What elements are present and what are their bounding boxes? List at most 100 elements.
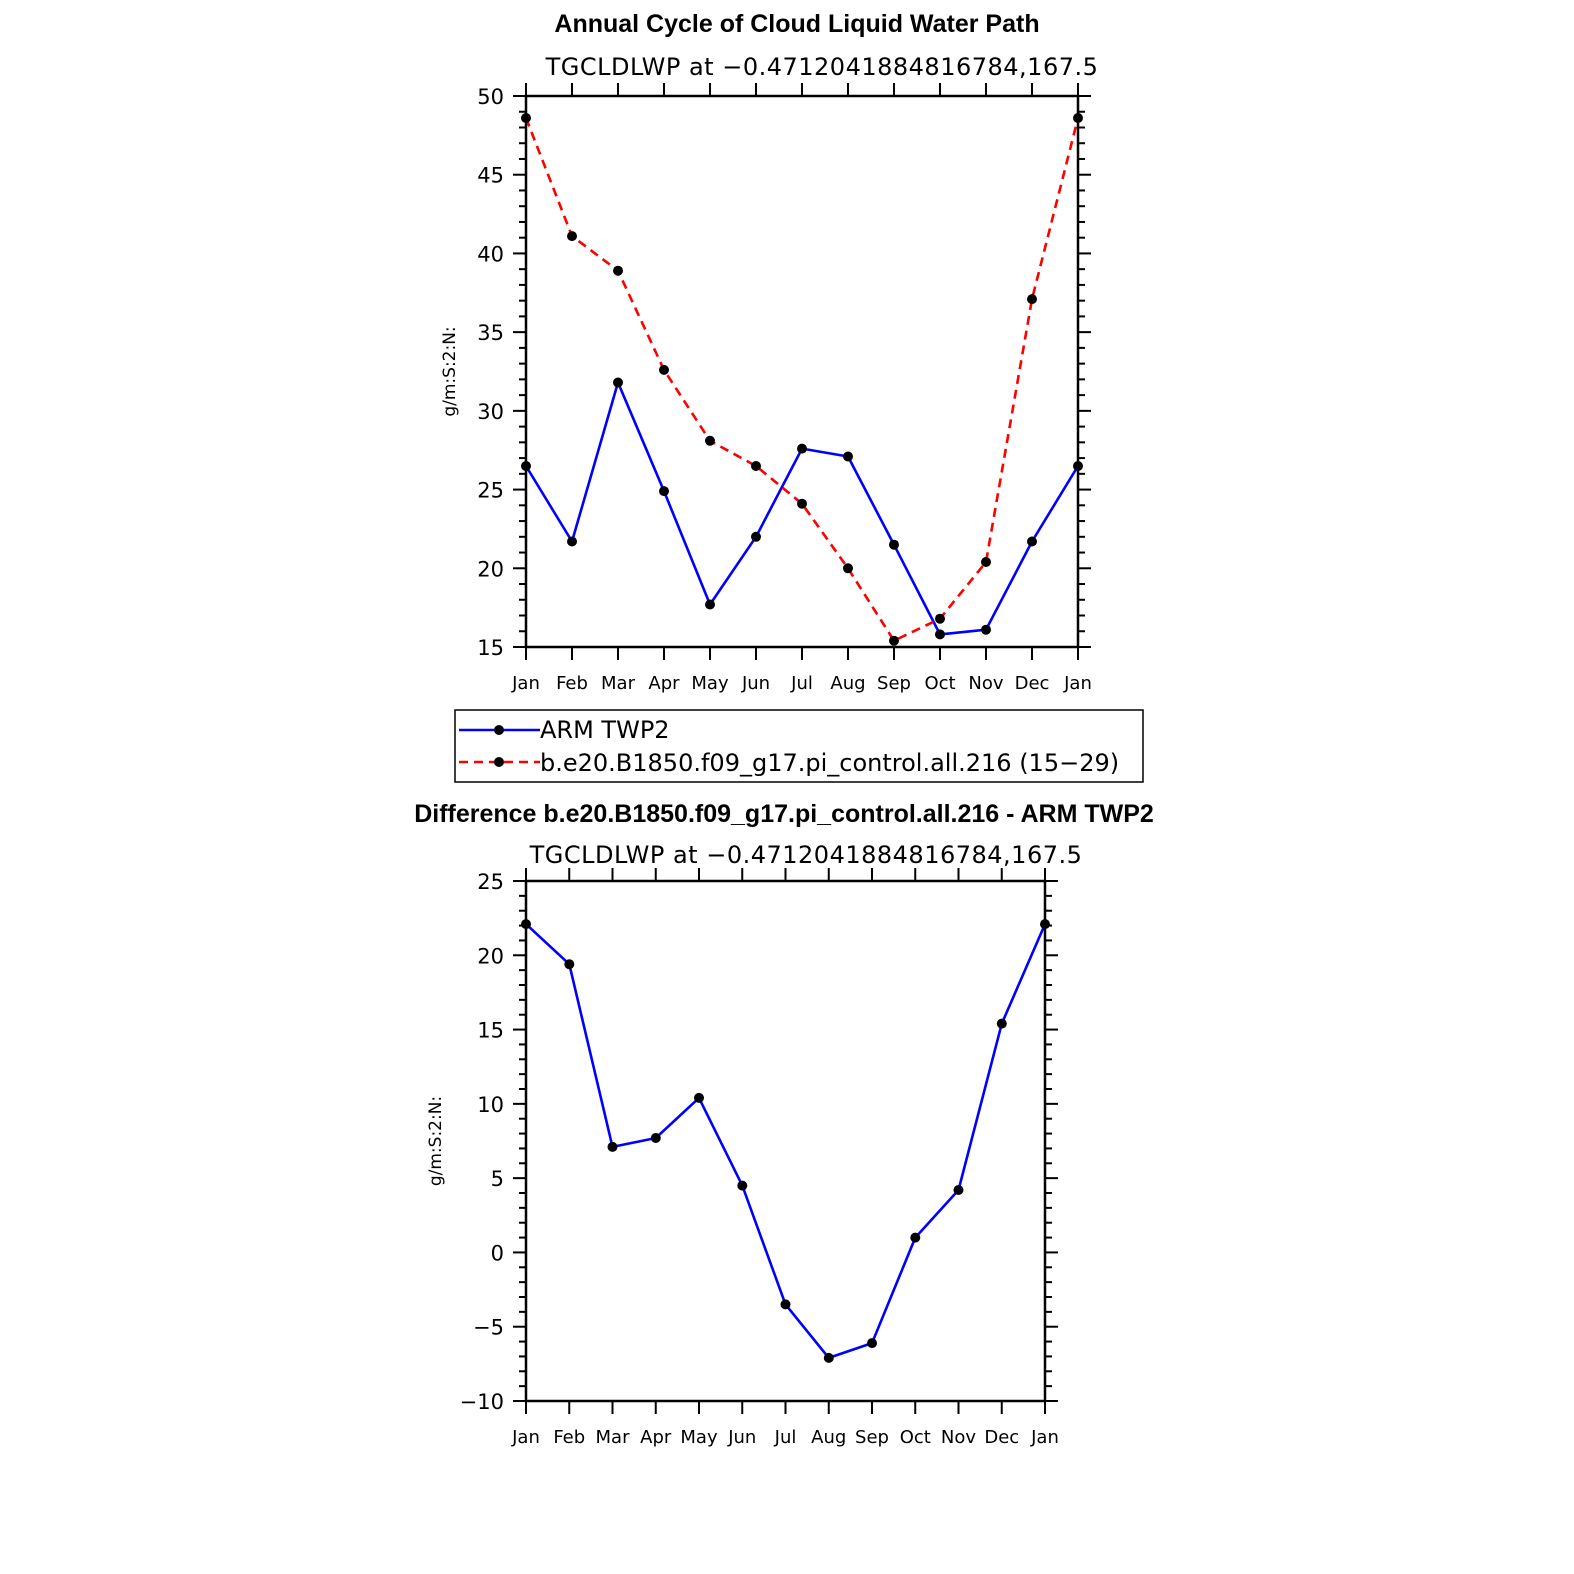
chart1-xtick-label: Dec <box>1015 673 1050 694</box>
chart1-xtick-label: Jan <box>1063 673 1092 694</box>
chart2-ytick-label: 0 <box>491 1241 504 1265</box>
chart1-xtick-label: Jan <box>511 673 540 694</box>
chart2-xtick-label: Jul <box>774 1427 797 1448</box>
chart1-ytick-label: 50 <box>477 85 504 109</box>
chart2-xtick-label: Sep <box>855 1427 889 1448</box>
legend-label-arm: ARM TWP2 <box>540 716 670 744</box>
chart2-series-0-point <box>607 1141 618 1152</box>
chart1-series-0-point <box>567 536 577 547</box>
legend-label-model: b.e20.B1850.f09_g17.pi_control.all.216 (… <box>540 749 1119 777</box>
chart2-series-0-point <box>694 1092 704 1103</box>
chart1-series-1-point <box>567 231 577 242</box>
chart2-series-0-point <box>564 959 575 970</box>
chart2-series-0-point <box>737 1180 748 1191</box>
chart1-series-1-point <box>843 563 853 574</box>
legend-marker-arm <box>494 725 504 735</box>
chart2-ytick-label: 10 <box>477 1093 504 1117</box>
chart2-series-0-line <box>525 923 1047 1360</box>
chart1-ytick-label: 40 <box>477 242 504 266</box>
chart1-ytick-label: 35 <box>477 321 504 345</box>
chart1-series-0-point <box>1027 536 1037 547</box>
chart1-series-1-point <box>613 265 623 276</box>
chart2-series-0-point <box>953 1185 964 1195</box>
legend-marker-model <box>494 757 504 767</box>
chart1-title: Annual Cycle of Cloud Liquid Water Path <box>554 10 1039 38</box>
chart2-series-0-point <box>910 1232 921 1243</box>
chart2-xtick-label: Mar <box>596 1427 631 1448</box>
chart2-series-0-point <box>780 1299 791 1310</box>
chart2-series-0-point <box>1040 919 1050 930</box>
chart2-series-0-point <box>521 919 531 930</box>
chart2-subtitle: TGCLDLWP at −0.4712041884816784,167.5 <box>529 841 1083 869</box>
chart2-xtick-label: Nov <box>941 1427 976 1448</box>
chart2-title: Difference b.e20.B1850.f09_g17.pi_contro… <box>414 800 1154 828</box>
chart1-series-1-point <box>705 435 715 446</box>
chart2-xtick-label: Oct <box>900 1427 931 1448</box>
chart1-xtick-label: Jul <box>790 673 813 694</box>
chart1-xtick-label: Feb <box>556 673 588 694</box>
chart2-xtick-label: May <box>680 1427 718 1448</box>
legend: ARM TWP2 b.e20.B1850.f09_g17.pi_control.… <box>454 709 1144 783</box>
chart2-series-0-point <box>650 1133 661 1143</box>
chart2-ytick-label: −10 <box>460 1390 504 1414</box>
chart1-series-0-point <box>843 451 853 462</box>
chart1-xtick-label: Sep <box>877 673 911 694</box>
chart1-ytick-label: 25 <box>477 479 504 503</box>
chart1-series-0-point <box>705 599 715 610</box>
chart1-series-1-point <box>1073 113 1083 123</box>
chart1-ytick-label: 20 <box>477 557 504 581</box>
chart1-ytick-label: 45 <box>477 164 504 188</box>
chart2-xtick-label: Aug <box>811 1427 846 1448</box>
chart2-xtick-label: Feb <box>553 1427 585 1448</box>
chart1-series-1-point <box>659 364 669 375</box>
chart1-series-0-point <box>613 377 623 388</box>
chart1-frame <box>524 94 1080 649</box>
chart1-plot: 15 20 25 30 35 40 45 50 Jan Feb Mar Apr May Jun Jul Aug… <box>440 83 1092 694</box>
chart1-xtick-label: Apr <box>648 673 680 694</box>
legend-box <box>454 709 1144 783</box>
chart2-frame <box>524 879 1047 1403</box>
chart1-series-0-point <box>889 539 899 550</box>
chart2-plot: −10 −5 0 5 10 15 20 25 Jan Feb Mar Apr May Jun Jul Aug S… <box>426 868 1059 1448</box>
chart1-series-0-point <box>981 624 991 635</box>
chart1-ytick-label: 30 <box>477 400 504 424</box>
chart2-xtick-label: Jan <box>511 1427 540 1448</box>
chart2-ytick-label: 15 <box>477 1019 504 1043</box>
chart1-series-1-point <box>521 113 531 123</box>
chart2-series-0-point <box>996 1018 1007 1029</box>
chart2-series-0-point <box>823 1352 834 1363</box>
chart1-series-1-point <box>889 635 899 646</box>
chart1-series-0-point <box>935 629 945 640</box>
chart1-series-1-point <box>981 557 991 567</box>
chart1-series-0-point <box>797 443 807 454</box>
chart1-subtitle: TGCLDLWP at −0.4712041884816784,167.5 <box>545 53 1099 81</box>
chart1-xtick-label: Nov <box>968 673 1003 694</box>
chart1-xtick-label: Oct <box>924 673 955 694</box>
chart2-ylabel: g/m:S:2:N: <box>426 1096 446 1186</box>
chart2-ytick-label: 20 <box>477 944 504 968</box>
chart1-series-1-point <box>935 613 945 624</box>
chart1-ytick-label: 15 <box>477 636 504 660</box>
chart1-xtick-label: Aug <box>830 673 865 694</box>
chart1-series-1-line <box>524 117 1080 643</box>
chart2-ytick-label: −5 <box>473 1316 504 1340</box>
chart1-series-0-point <box>521 461 531 471</box>
chart2-xtick-label: Jun <box>727 1427 756 1448</box>
chart1-series-1-point <box>797 498 807 509</box>
chart2-xtick-label: Jan <box>1030 1427 1059 1448</box>
chart1-series-0-point <box>1073 461 1083 471</box>
chart2-ytick-label: 5 <box>491 1167 504 1191</box>
chart1-xtick-label: May <box>691 673 729 694</box>
chart2-xtick-label: Apr <box>640 1427 672 1448</box>
chart1-ylabel: g/m:S:2:N: <box>440 326 460 416</box>
chart1-series-1-point <box>751 461 761 471</box>
chart2-xtick-label: Dec <box>984 1427 1019 1448</box>
chart1-xtick-label: Jun <box>741 673 770 694</box>
chart1-xtick-label: Mar <box>601 673 636 694</box>
chart1-series-0-point <box>659 486 669 497</box>
chart1-series-1-point <box>1027 294 1037 305</box>
chart2-series-0-point <box>867 1338 877 1349</box>
chart2-ytick-label: 25 <box>477 870 504 894</box>
chart1-series-0-point <box>751 531 761 542</box>
